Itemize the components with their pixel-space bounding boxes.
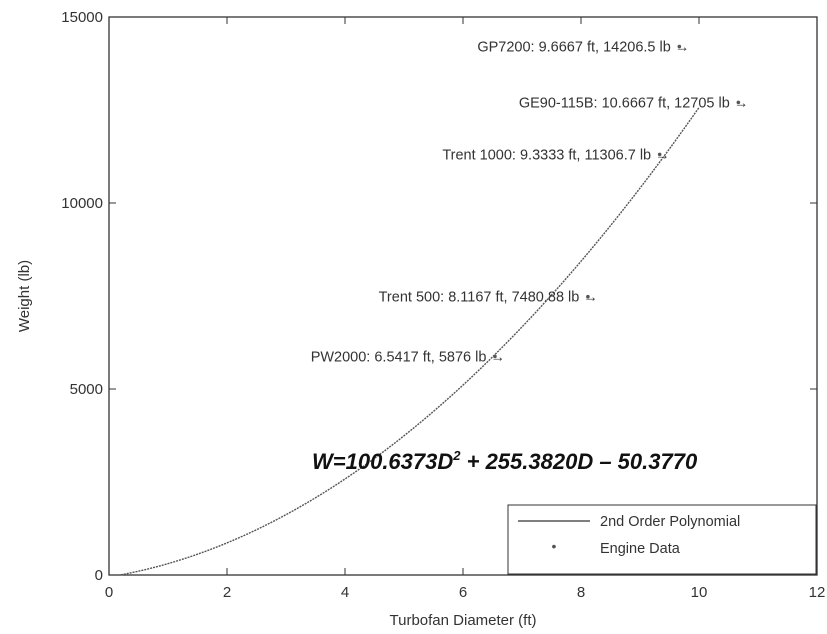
y-tick-label: 15000	[61, 9, 103, 26]
x-tick-label: 0	[105, 584, 113, 601]
equation-prefix: W=100.6373D	[312, 449, 453, 474]
engine-annotation: GE90-115B: 10.6667 ft, 12705 lb →	[519, 95, 748, 111]
y-tick-label: 5000	[70, 381, 103, 398]
legend-box	[507, 504, 817, 575]
axis-ticks: 0 2 4 6 8 10 12 0 5000 10000 15000	[61, 9, 825, 601]
x-tick-label: 4	[341, 584, 349, 601]
fit-equation: W=100.6373D2 + 255.3820D – 50.3770	[312, 448, 698, 474]
plot-area	[108, 16, 818, 576]
engine-annotation: Trent 1000: 9.3333 ft, 11306.7 lb →	[442, 147, 669, 163]
curve-layer	[120, 107, 700, 576]
y-tick-label: 10000	[61, 195, 103, 212]
legend: 2nd Order Polynomial • Engine Data	[507, 504, 817, 575]
engine-data-point	[657, 152, 662, 157]
engine-data-point	[677, 44, 682, 49]
equation-suffix: + 255.3820D – 50.3770	[461, 449, 698, 474]
engine-data-point	[736, 100, 741, 105]
engine-annotation: Trent 500: 8.1167 ft, 7480.88 lb →	[379, 290, 598, 306]
y-axis-label: Weight (lb)	[16, 260, 33, 332]
x-tick-label: 12	[809, 584, 826, 601]
marker-layer	[493, 44, 741, 359]
x-axis-label: Turbofan Diameter (ft)	[390, 612, 537, 629]
legend-label-engine-data: Engine Data	[600, 541, 681, 557]
engine-data-point	[586, 294, 590, 299]
x-tick-label: 10	[691, 584, 708, 601]
y-tick-label: 0	[95, 567, 103, 584]
x-tick-label: 2	[223, 584, 231, 601]
engine-annotation: PW2000: 6.5417 ft, 5876 lb →	[311, 349, 505, 365]
x-tick-label: 8	[577, 584, 585, 601]
equation-superscript: 2	[452, 448, 461, 463]
legend-label-polynomial: 2nd Order Polynomial	[600, 514, 740, 530]
annotation-layer: GP7200: 9.6667 ft, 14206.5 lb → GE90-115B…	[311, 40, 749, 366]
legend-marker-swatch: •	[552, 538, 557, 554]
x-tick-label: 6	[459, 584, 467, 601]
engine-annotation: GP7200: 9.6667 ft, 14206.5 lb →	[477, 40, 689, 56]
engine-data-point	[493, 354, 497, 359]
polynomial-curve	[120, 107, 700, 576]
